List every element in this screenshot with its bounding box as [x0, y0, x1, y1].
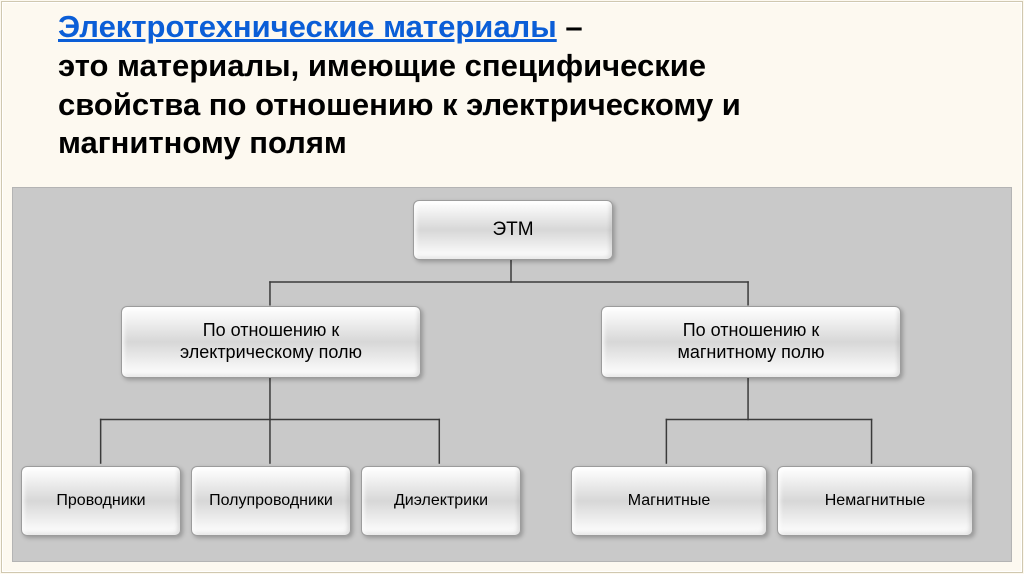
node-leaf-semiconductors: Полупроводники	[191, 466, 351, 536]
node-mid-magnetic: По отношению кмагнитному полю	[601, 306, 901, 378]
node-mid-electric-label: По отношению кэлектрическому полю	[180, 320, 362, 363]
node-leaf-magnetic-label: Магнитные	[628, 491, 711, 510]
node-leaf-nonmagnetic-label: Немагнитные	[825, 491, 926, 510]
heading-link[interactable]: Электротехнические материалы	[58, 9, 557, 44]
heading-dash: –	[557, 9, 583, 44]
node-leaf-conductors: Проводники	[21, 466, 181, 536]
node-leaf-dielectrics: Диэлектрики	[361, 466, 521, 536]
diagram-area: ЭТМ По отношению кэлектрическому полю По…	[12, 187, 1012, 562]
slide-frame: Электротехнические материалы – это матер…	[1, 1, 1023, 573]
heading-line-4: магнитному полям	[58, 125, 347, 160]
node-mid-electric: По отношению кэлектрическому полю	[121, 306, 421, 378]
node-root-label: ЭТМ	[492, 219, 533, 242]
node-leaf-nonmagnetic: Немагнитные	[777, 466, 973, 536]
node-leaf-conductors-label: Проводники	[56, 491, 145, 510]
heading-block: Электротехнические материалы – это матер…	[2, 2, 1022, 163]
node-root: ЭТМ	[413, 200, 613, 260]
heading-line-3: свойства по отношению к электрическому и	[58, 87, 741, 122]
node-leaf-magnetic: Магнитные	[571, 466, 767, 536]
node-mid-magnetic-label: По отношению кмагнитному полю	[677, 320, 824, 363]
heading-line-2: это материалы, имеющие специфические	[58, 48, 706, 83]
node-leaf-semiconductors-label: Полупроводники	[209, 491, 333, 510]
node-leaf-dielectrics-label: Диэлектрики	[394, 491, 488, 510]
